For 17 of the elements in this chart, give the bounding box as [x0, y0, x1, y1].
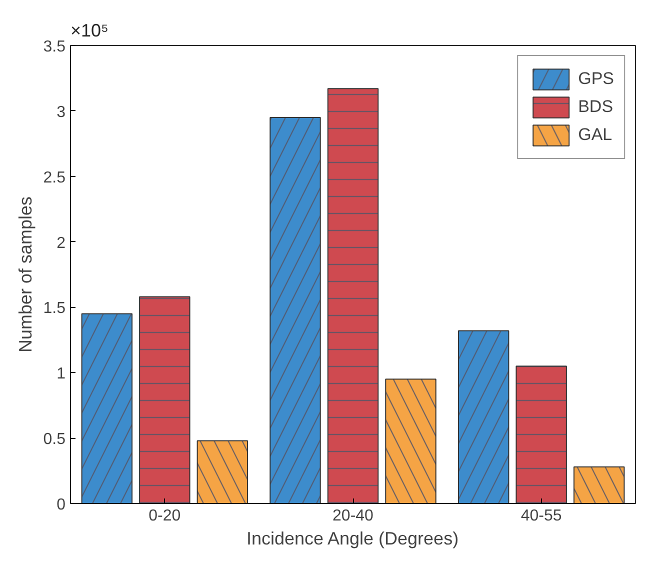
legend-label: GPS	[578, 69, 614, 89]
x-tick-label: 20-40	[332, 508, 374, 524]
y-axis-title: Number of samples	[15, 196, 36, 353]
y-tick-label: 1.5	[43, 300, 66, 318]
y-tick-label: 2.5	[43, 169, 66, 186]
text: ×10⁵	[70, 20, 108, 40]
y-tick-label: 2	[56, 234, 66, 252]
y-tick-label: 3	[56, 104, 66, 121]
y-tick-label: 1	[56, 366, 66, 383]
legend-label: BDS	[578, 97, 614, 117]
x-tick-label: 0-20	[148, 508, 181, 524]
x-tick-label: 40-55	[520, 508, 562, 524]
x-axis-title: Incidence Angle (Degrees)	[246, 528, 459, 548]
y-tick-label: 0	[56, 496, 66, 514]
y-tick-label: 3.5	[43, 38, 66, 56]
legend-label: GAL	[578, 125, 612, 145]
y-tick-label: 0.5	[43, 431, 66, 448]
